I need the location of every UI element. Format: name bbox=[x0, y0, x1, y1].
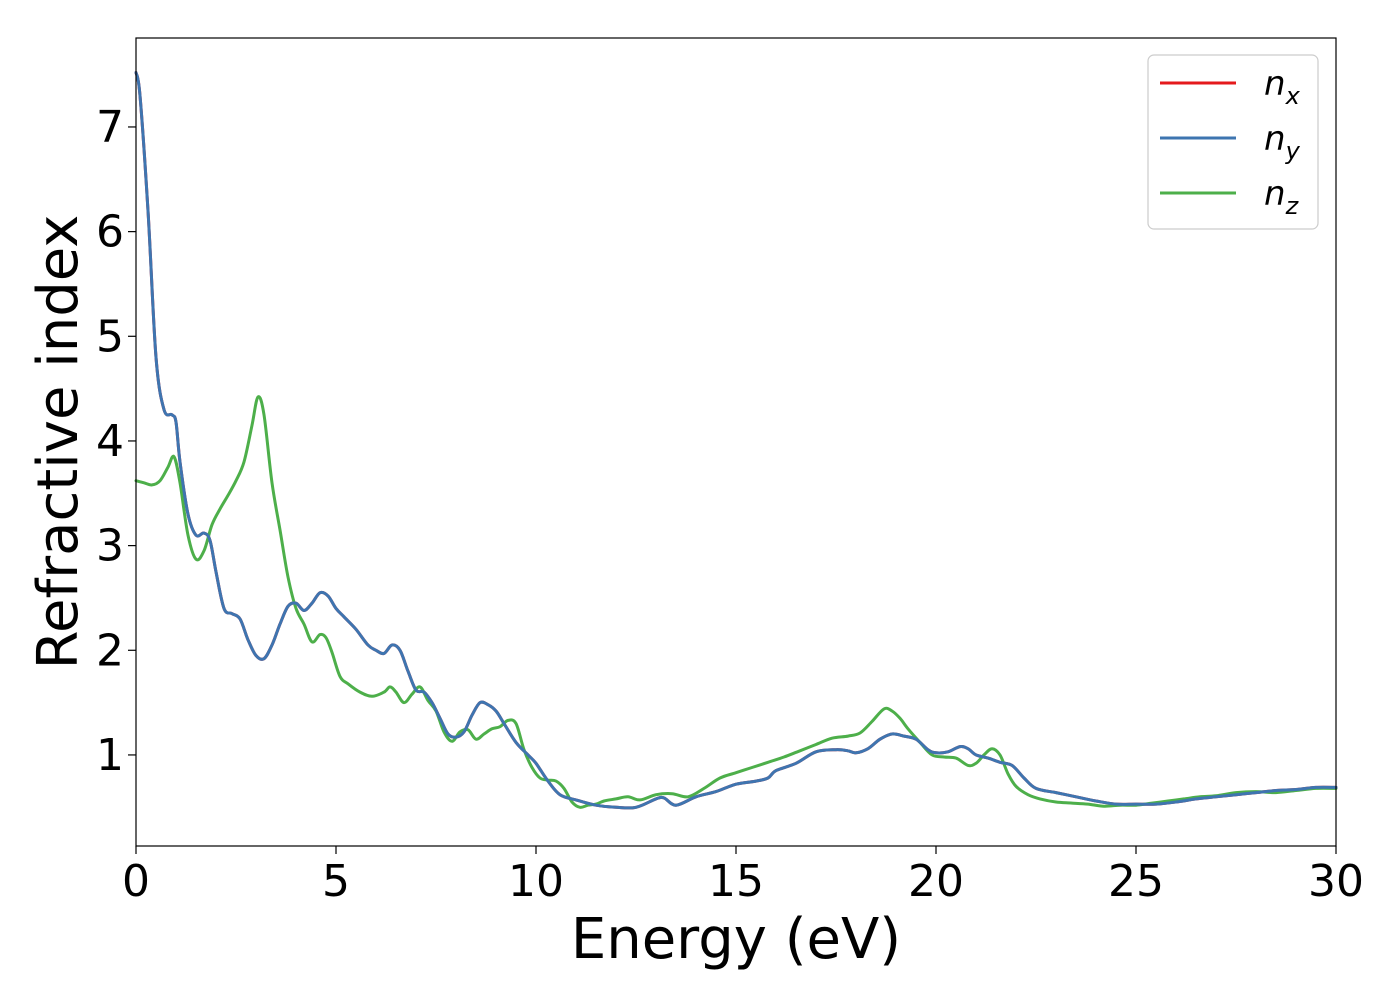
y-tick-label: 2 bbox=[96, 625, 124, 676]
x-tick-label: 20 bbox=[908, 856, 964, 907]
x-tick-label: 30 bbox=[1308, 856, 1364, 907]
x-tick-label: 10 bbox=[508, 856, 564, 907]
y-tick-label: 1 bbox=[96, 730, 124, 781]
series-line-y bbox=[134, 71, 1338, 810]
y-tick-label: 6 bbox=[96, 207, 124, 258]
x-tick-label: 0 bbox=[122, 856, 150, 907]
x-tick-label: 15 bbox=[708, 856, 764, 907]
series-line-z bbox=[134, 395, 1338, 809]
x-tick-label: 25 bbox=[1108, 856, 1164, 907]
plot-lines bbox=[134, 71, 1338, 810]
y-axis-label: Refractive index bbox=[26, 215, 91, 670]
y-tick-label: 4 bbox=[96, 416, 124, 467]
x-axis-label: Energy (eV) bbox=[571, 907, 901, 972]
x-tick-label: 5 bbox=[322, 856, 350, 907]
y-tick-label: 5 bbox=[96, 311, 124, 362]
x-axis-ticks: 0 5 10 15 20 25 30 bbox=[122, 846, 1364, 907]
y-axis-ticks: 1 2 3 4 5 6 7 bbox=[96, 102, 136, 781]
y-tick-label: 3 bbox=[96, 521, 124, 572]
legend-box bbox=[1147, 54, 1319, 230]
y-tick-label: 7 bbox=[96, 102, 124, 153]
